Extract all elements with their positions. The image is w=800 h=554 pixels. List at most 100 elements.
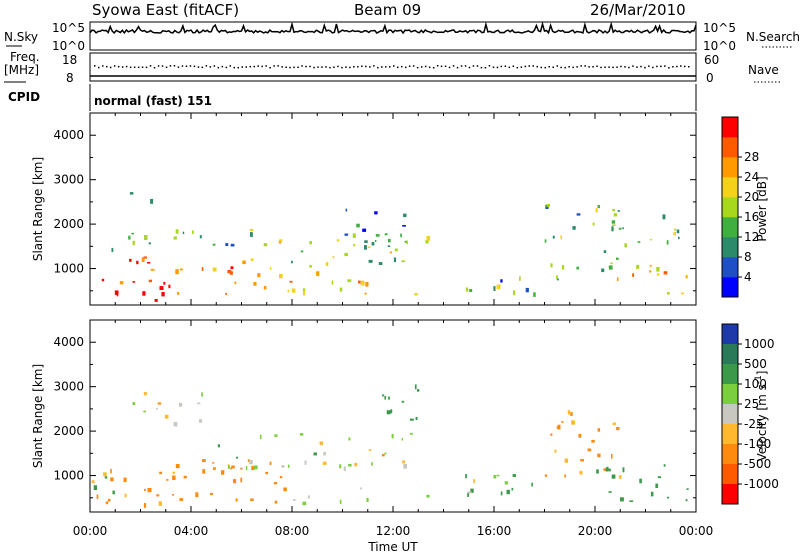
data-cell <box>116 293 119 297</box>
data-cell <box>201 267 204 271</box>
data-cell <box>217 444 220 448</box>
nave-dot <box>225 66 228 69</box>
data-cell <box>182 231 185 235</box>
y-tick-label: 4000 <box>53 335 84 349</box>
data-cell <box>343 466 346 472</box>
time-tick-label: 20:00 <box>578 524 613 538</box>
nave-dot <box>664 65 666 67</box>
colorbar-segment <box>722 237 738 258</box>
data-cell <box>597 205 600 209</box>
data-cell <box>148 279 152 283</box>
nave-dot <box>548 66 550 68</box>
data-cell <box>550 433 553 436</box>
colorbar-tick-label: 25 <box>744 397 759 411</box>
nave-dot <box>508 66 511 69</box>
data-cell <box>119 281 124 285</box>
data-cell <box>637 241 641 243</box>
freq-panel: Freq. [MHz] 18 8 60 0 Nave <box>4 50 780 85</box>
nave-dot <box>616 66 618 68</box>
nsky-panel: N.Sky 10^5 10^0 10^5 10^0 N.Search <box>4 21 800 53</box>
data-cell <box>620 497 624 502</box>
data-cell <box>316 271 320 276</box>
data-cell <box>132 402 136 405</box>
cpid-panel: CPID normal (fast) 151 <box>8 84 697 111</box>
nave-dot <box>608 66 610 68</box>
data-cell <box>192 230 194 234</box>
data-cell <box>650 238 652 241</box>
data-cell <box>611 226 614 232</box>
data-cell <box>345 208 348 212</box>
data-cell <box>157 402 162 405</box>
colorbar-segment <box>722 444 738 465</box>
nave-dot <box>408 65 411 67</box>
data-cell <box>132 281 136 283</box>
colorbar-segment <box>722 217 738 238</box>
beam-title: Beam 09 <box>354 1 421 19</box>
data-cell <box>150 268 155 271</box>
colorbar-tick-label: 100 <box>744 377 767 391</box>
data-cell <box>409 418 414 421</box>
colorbar-segment <box>722 464 738 485</box>
data-cell <box>173 236 177 240</box>
y-tick-label: 2000 <box>53 424 84 438</box>
data-cell <box>560 235 562 240</box>
data-cell <box>493 286 496 291</box>
nave-dot <box>628 66 630 69</box>
nave-dot <box>385 66 387 68</box>
time-tick-labels: 00:00 04:00 08:00 12:00 16:00 20:00 00:00 <box>73 524 714 538</box>
nave-dot <box>412 65 415 67</box>
data-cell <box>159 471 162 475</box>
nave-dot <box>636 66 638 68</box>
data-cell <box>401 260 406 263</box>
data-cell <box>291 260 293 264</box>
nsky-tick-top: 10^5 <box>52 21 85 35</box>
colorbar-tick-label: -25 <box>744 417 764 431</box>
data-cell <box>616 426 620 431</box>
velocity-panel: 1000 2000 3000 4000 Slant Range [km] 1000 50… <box>31 319 779 513</box>
data-cell <box>339 287 343 292</box>
data-cell <box>546 204 550 207</box>
data-cell <box>249 460 253 465</box>
data-cell <box>403 463 407 469</box>
colorbar-tick-label: 20 <box>744 190 759 204</box>
data-cell <box>274 434 278 437</box>
nave-dot <box>317 66 319 68</box>
nave-dot <box>520 66 523 68</box>
colorbar-tick-label: 1000 <box>744 337 775 351</box>
data-cell <box>240 467 243 470</box>
data-cell <box>212 243 216 246</box>
nave-dot <box>560 66 562 69</box>
power-colorbar-label: Power [dB] <box>755 176 769 241</box>
colorbar-segment <box>722 137 738 158</box>
data-cell <box>465 474 467 479</box>
data-cell <box>159 286 164 290</box>
nsky-label: N.Sky <box>4 30 38 44</box>
data-cell <box>161 292 165 297</box>
data-cell <box>580 459 584 462</box>
nave-dot <box>680 65 682 67</box>
nave-dot <box>153 67 156 69</box>
data-cell <box>533 292 536 297</box>
nave-dot <box>121 66 124 68</box>
data-cell <box>402 225 406 227</box>
data-cell <box>129 258 132 262</box>
data-cell <box>336 239 340 242</box>
velocity-colorbar: 1000 500 100 25 -25 -100 -500 -1000 <box>721 323 779 505</box>
data-cell <box>179 498 183 501</box>
nave-dot <box>233 66 235 69</box>
nave-dot <box>337 65 339 68</box>
data-cell <box>319 441 323 446</box>
data-cell <box>368 259 373 263</box>
data-cell <box>531 482 533 487</box>
nave-dot <box>301 65 303 67</box>
nsky-trace <box>89 21 697 35</box>
data-cell <box>657 476 661 479</box>
nave-dot <box>576 66 578 68</box>
data-cell <box>265 471 268 475</box>
nave-dot <box>345 66 347 68</box>
data-cell <box>105 501 109 505</box>
colorbar-segment <box>722 277 738 298</box>
data-cell <box>513 290 516 296</box>
nave-dot <box>253 65 255 68</box>
data-cell <box>289 280 293 283</box>
